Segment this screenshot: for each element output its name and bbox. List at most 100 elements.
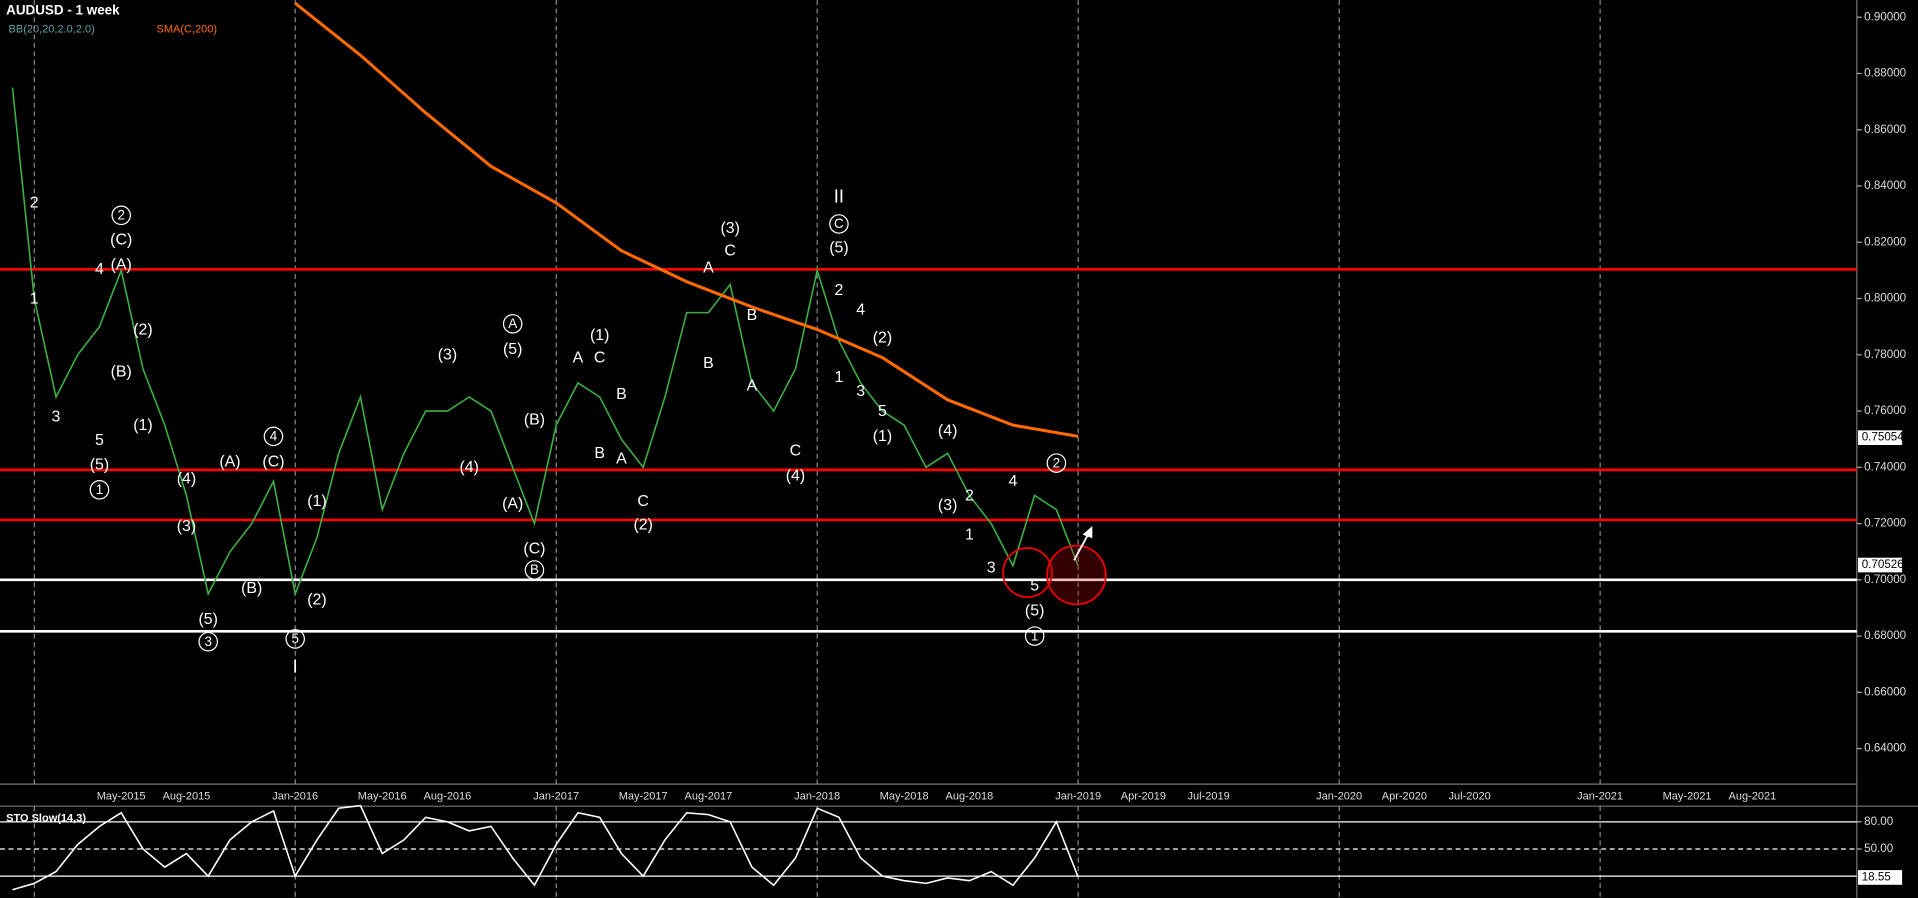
wave-label: 3 — [204, 634, 211, 649]
y-tick-label: 0.64000 — [1864, 742, 1906, 755]
wave-label: A — [573, 349, 584, 366]
wave-label: C — [637, 493, 648, 510]
x-tick-label: May-2015 — [97, 790, 146, 802]
wave-circle — [198, 631, 218, 652]
y-tick-label: 0.74000 — [1864, 460, 1906, 473]
y-tick-label: 0.66000 — [1864, 685, 1906, 698]
wave-circle — [524, 560, 545, 580]
wave-label: (B) — [241, 580, 262, 597]
wave-circle — [829, 214, 849, 234]
y-tick-label: 0.76000 — [1864, 404, 1906, 417]
price-tag — [1858, 557, 1903, 573]
wave-label: (2) — [307, 591, 326, 608]
arrow-head — [1082, 526, 1093, 539]
wave-circle — [263, 426, 284, 447]
wave-label: 2 — [965, 487, 974, 504]
wave-label: A — [703, 259, 714, 276]
x-tick-label: Aug-2015 — [163, 790, 211, 802]
x-tick-label: Apr-2020 — [1382, 790, 1427, 802]
wave-label: (4) — [177, 470, 196, 487]
wave-label: 2 — [30, 195, 39, 212]
wave-label: 2 — [117, 207, 124, 222]
wave-label: (A) — [219, 454, 240, 471]
x-tick-label: Jan-2018 — [794, 790, 840, 802]
wave-label: 4 — [95, 261, 104, 278]
wave-label: 5 — [878, 403, 887, 420]
wave-label: 4 — [1008, 473, 1017, 490]
wave-label: (B) — [111, 363, 132, 380]
price-tag-label: 0.75054 — [1862, 431, 1905, 444]
wave-label: 4 — [856, 302, 865, 319]
wave-circle — [89, 480, 110, 500]
wave-label: B — [616, 386, 627, 403]
x-tick-label: Jan-2017 — [533, 790, 579, 802]
x-tick-label: May-2016 — [358, 790, 407, 802]
wave-label: (1) — [590, 327, 609, 344]
y-tick-label: 0.86000 — [1864, 123, 1906, 136]
wave-label: 1 — [30, 290, 39, 307]
x-tick-label: May-2018 — [880, 790, 929, 802]
arrow — [1073, 532, 1090, 561]
wave-label: 3 — [856, 383, 865, 400]
wave-label: B — [594, 445, 605, 462]
wave-label: (5) — [829, 240, 848, 257]
wave-label: 1 — [834, 369, 843, 386]
y-tick-label: 0.78000 — [1864, 348, 1906, 361]
price-tag-label: 18.55 — [1862, 871, 1891, 884]
wave-label: (5) — [503, 341, 522, 358]
wave-label: (5) — [90, 456, 109, 473]
wave-circle — [285, 629, 305, 649]
wave-label: 1 — [96, 482, 103, 497]
price-tag-label: 0.70526 — [1862, 558, 1904, 571]
y-tick-label: 0.68000 — [1864, 629, 1906, 642]
wave-label: 2 — [1053, 455, 1060, 470]
wave-label: (3) — [438, 347, 457, 364]
x-tick-label: Jan-2019 — [1055, 790, 1101, 802]
wave-label: (3) — [720, 220, 739, 237]
wave-label: C — [790, 442, 801, 459]
wave-circle — [502, 314, 523, 334]
indicator-label: BB(20,20,2.0,2.0) — [9, 23, 95, 35]
wave-label: (5) — [199, 611, 218, 628]
x-tick-label: Jan-2016 — [272, 790, 318, 802]
wave-label: (1) — [133, 417, 152, 434]
wave-label: (C) — [262, 454, 284, 471]
y-tick-label: 0.80000 — [1864, 292, 1906, 305]
x-tick-label: Jan-2020 — [1316, 790, 1362, 802]
highlight-circle — [1046, 544, 1107, 606]
wave-label: (4) — [459, 459, 478, 476]
x-tick-label: May-2021 — [1663, 790, 1712, 802]
wave-label: 2 — [834, 282, 843, 299]
wave-label: (1) — [873, 428, 892, 445]
wave-label: (3) — [938, 497, 957, 514]
y-tick-label: 0.70000 — [1864, 573, 1906, 586]
wave-label: A — [616, 451, 627, 468]
x-tick-label: Aug-2018 — [946, 790, 994, 802]
wave-label: B — [703, 355, 714, 372]
highlight-circle — [1002, 547, 1053, 598]
y-tick-label: 0.72000 — [1864, 517, 1906, 530]
panel-title: STO Slow(14,3) — [6, 812, 86, 824]
price-tag — [1858, 430, 1903, 446]
wave-label: 5 — [95, 432, 104, 449]
wave-label: (3) — [177, 518, 196, 535]
y-tick-label: 0.88000 — [1864, 67, 1906, 80]
y-tick-label: 80.00 — [1864, 815, 1893, 828]
wave-label: 4 — [270, 429, 278, 444]
wave-label: (1) — [307, 493, 326, 510]
price-tag — [1858, 870, 1903, 885]
wave-label: II — [834, 186, 844, 207]
x-tick-label: May-2017 — [619, 790, 668, 802]
wave-label: 3 — [987, 559, 996, 576]
y-tick-label: 50.00 — [1864, 842, 1893, 855]
wave-label: 5 — [1030, 577, 1039, 594]
wave-circle — [1024, 626, 1045, 646]
indicator-line — [12, 804, 1079, 891]
wave-label: C — [834, 216, 844, 231]
indicator-line — [294, 1, 1079, 438]
x-tick-label: Jan-2021 — [1577, 790, 1623, 802]
wave-label: (4) — [938, 423, 957, 440]
